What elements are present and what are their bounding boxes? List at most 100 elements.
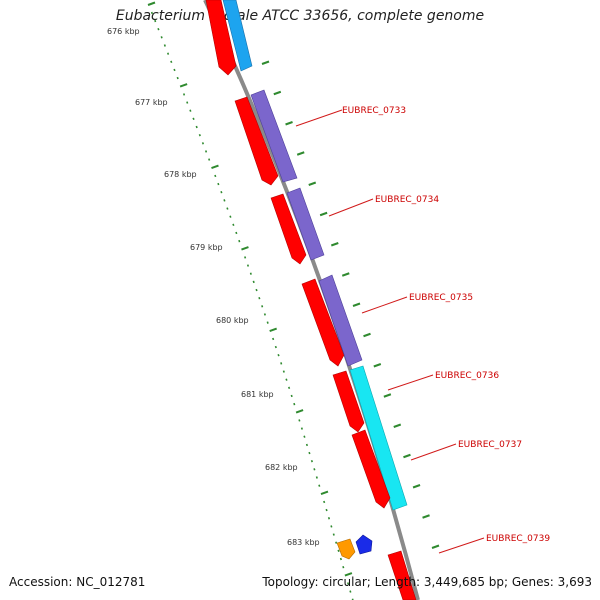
ruler-minor-tick [217,182,220,186]
ruler-minor-tick [335,541,338,544]
ruler-label-679: 679 kbp [190,243,223,252]
tick-layer [147,1,440,600]
ruler-minor-tick [332,533,335,536]
ruler-minor-tick [274,345,277,349]
accession-text: Accession: NC_012781 [9,575,146,589]
ruler-label-682: 682 kbp [265,463,298,472]
gene-arrow-purple-0735 [318,274,363,367]
ruler-minor-tick [258,296,261,300]
track-tick [352,302,361,307]
ruler-label-677: 677 kbp [135,98,168,107]
ruler-minor-tick [252,280,255,284]
ruler-minor-tick [300,427,303,430]
gene-arrow-red-top [205,0,237,76]
ruler-minor-tick [290,394,293,398]
ruler-minor-tick [280,362,283,365]
ruler-minor-tick [282,370,285,373]
ruler-minor-tick [154,19,157,23]
gene-arrow-cyan-0736 [349,365,408,511]
ruler-minor-tick [255,288,258,292]
ruler-minor-tick [293,402,296,406]
ruler-minor-tick [186,101,189,104]
ruler-minor-tick [342,565,345,569]
ruler-label-681: 681 kbp [241,390,274,399]
gene-arrow-blue [355,534,373,555]
leader-0735 [361,296,408,314]
track-tick [296,151,305,156]
ruler-minor-tick [229,215,232,218]
leader-layer [295,109,485,554]
track-tick [393,423,402,428]
gene-arrow-red-0739 [387,550,417,600]
ruler-minor-tick [285,378,288,381]
ruler-major-tick [241,246,249,251]
ruler-minor-tick [327,517,331,520]
ruler-minor-tick [223,199,226,202]
gene-arrow-red-0734 [270,193,307,265]
ruler-minor-tick [266,321,269,324]
track-tick [308,181,317,186]
ruler-minor-tick [261,305,264,308]
ruler-major-tick [344,572,353,577]
ruler-minor-tick [310,459,313,463]
ruler-minor-tick [226,207,229,210]
ruler-minor-tick [170,60,173,64]
ruler-minor-tick [315,476,318,479]
ruler-minor-tick [346,582,350,585]
ruler-minor-tick [238,239,241,243]
gene-arrow-red-0737 [351,429,391,509]
gene-layer [205,0,417,600]
track-tick [261,60,270,65]
gene-label-0735: EUBREC_0735 [409,293,473,303]
track-tick [412,484,421,489]
track-tick [330,242,339,247]
gene-arrow-orange [336,538,356,560]
ruler-minor-tick [214,174,217,178]
gene-label-0736: EUBREC_0736 [435,371,499,381]
ruler-major-tick [147,1,156,6]
ruler-minor-tick [208,158,211,161]
ruler-minor-tick [325,508,328,512]
gene-arrow-purple-0733 [250,89,298,183]
ruler-minor-tick [157,28,160,31]
gene-label-0739: EUBREC_0739 [486,534,550,544]
ruler-minor-tick [277,354,280,357]
track-tick [403,453,411,459]
ruler-minor-tick [263,313,266,316]
ruler-minor-tick [189,109,192,112]
ruler-minor-tick [163,44,166,47]
ruler-minor-tick [198,133,201,137]
gene-label-0737: EUBREC_0737 [458,440,522,450]
track-tick [373,363,382,368]
ruler-minor-tick [182,93,186,96]
track-tick [319,211,328,217]
track-tick [431,544,440,549]
ruler-minor-tick [220,191,223,194]
ruler-minor-tick [167,52,170,55]
gene-arrow-purple-0734 [286,187,325,261]
ruler-major-tick [211,164,219,169]
ruler-label-683: 683 kbp [287,538,320,547]
gene-label-0734: EUBREC_0734 [375,195,439,205]
track-tick [383,393,392,398]
ruler-minor-tick [204,150,208,153]
summary-text: Topology: circular; Length: 3,449,685 bp… [262,575,592,589]
leader-0734 [328,198,374,217]
gene-arrow-blue-top [222,0,253,72]
ruler-major-tick [320,490,329,495]
gene-label-0733: EUBREC_0733 [342,106,406,116]
ruler-minor-tick [305,443,309,447]
ruler-label-676: 676 kbp [107,27,140,36]
ruler-minor-tick [160,36,163,39]
track-tick [422,514,430,519]
ruler-minor-tick [192,117,195,121]
gene-arrow-red-0736 [332,370,365,433]
leader-0733 [295,109,343,127]
ruler-minor-tick [339,557,342,561]
ruler-minor-tick [303,435,306,438]
gene-arrow-red-0733-a [234,96,279,186]
ruler-minor-tick [246,264,250,267]
ruler-minor-tick [235,231,238,235]
ruler-minor-tick [313,468,316,471]
